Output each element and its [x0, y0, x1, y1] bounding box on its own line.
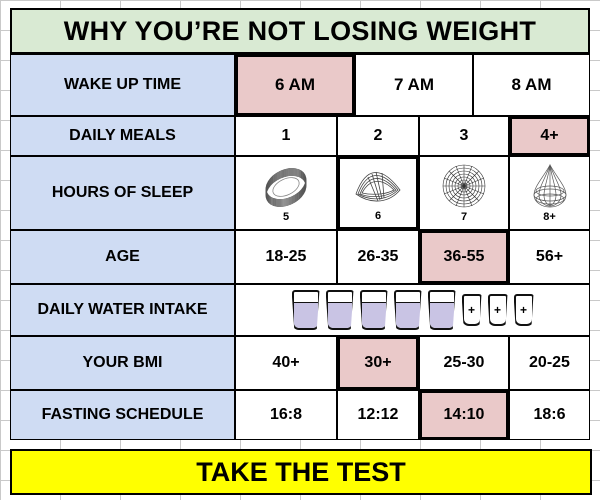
option-fasting-12-12[interactable]: 12:12: [337, 390, 419, 440]
page-title: WHY YOU’RE NOT LOSING WEIGHT: [10, 8, 590, 54]
water-glass-add-2[interactable]: +: [487, 294, 508, 326]
water-glass-1[interactable]: [291, 290, 320, 330]
sleep-value-5: 5: [282, 211, 290, 223]
option-meals-2[interactable]: 2: [337, 116, 419, 156]
option-sleep-8plus[interactable]: 8+: [509, 156, 590, 230]
option-sleep-6[interactable]: 6: [337, 156, 419, 230]
sleep-value-8plus: 8+: [543, 211, 556, 223]
option-meals-1[interactable]: 1: [235, 116, 337, 156]
water-glass-4[interactable]: [393, 290, 422, 330]
option-wake-7am[interactable]: 7 AM: [355, 54, 473, 116]
label-hours-of-sleep: HOURS OF SLEEP: [10, 156, 235, 230]
option-age-26-35[interactable]: 26-35: [337, 230, 419, 284]
plus-icon: +: [493, 303, 501, 317]
option-bmi-20-25[interactable]: 20-25: [509, 336, 590, 390]
option-fasting-16-8[interactable]: 16:8: [235, 390, 337, 440]
option-age-36-55[interactable]: 36-55: [419, 230, 509, 284]
option-fasting-18-6[interactable]: 18:6: [509, 390, 590, 440]
water-glass-5[interactable]: [427, 290, 456, 330]
mobius-strip-icon: [355, 171, 401, 202]
ring-coil-icon: [265, 168, 307, 207]
water-intake-selector: + + +: [235, 284, 590, 336]
option-fasting-14-10[interactable]: 14:10: [419, 390, 509, 440]
label-your-bmi: YOUR BMI: [10, 336, 235, 390]
option-sleep-7[interactable]: 7: [419, 156, 509, 230]
water-glass-add-1[interactable]: +: [461, 294, 482, 326]
label-age: AGE: [10, 230, 235, 284]
sleep-value-6: 6: [374, 210, 382, 222]
label-daily-meals: DAILY MEALS: [10, 116, 235, 156]
take-test-button[interactable]: TAKE THE TEST: [10, 449, 592, 495]
option-meals-3[interactable]: 3: [419, 116, 509, 156]
label-wake-up-time: WAKE UP TIME: [10, 54, 235, 116]
droplet-wire-icon: [533, 163, 566, 208]
option-wake-6am[interactable]: 6 AM: [235, 54, 355, 116]
plus-icon: +: [519, 303, 527, 317]
option-meals-4plus[interactable]: 4+: [509, 116, 590, 156]
option-bmi-25-30[interactable]: 25-30: [419, 336, 509, 390]
option-bmi-40plus[interactable]: 40+: [235, 336, 337, 390]
spiral-disc-icon: [442, 164, 486, 208]
water-glass-3[interactable]: [359, 290, 388, 330]
sleep-value-7: 7: [460, 211, 468, 223]
plus-icon: +: [467, 303, 475, 317]
option-wake-8am[interactable]: 8 AM: [473, 54, 590, 116]
option-bmi-30plus[interactable]: 30+: [337, 336, 419, 390]
water-glass-add-3[interactable]: +: [513, 294, 534, 326]
option-sleep-5[interactable]: 5: [235, 156, 337, 230]
water-glass-2[interactable]: [325, 290, 354, 330]
option-age-56plus[interactable]: 56+: [509, 230, 590, 284]
option-age-18-25[interactable]: 18-25: [235, 230, 337, 284]
label-daily-water-intake: DAILY WATER INTAKE: [10, 284, 235, 336]
label-fasting-schedule: FASTING SCHEDULE: [10, 390, 235, 440]
